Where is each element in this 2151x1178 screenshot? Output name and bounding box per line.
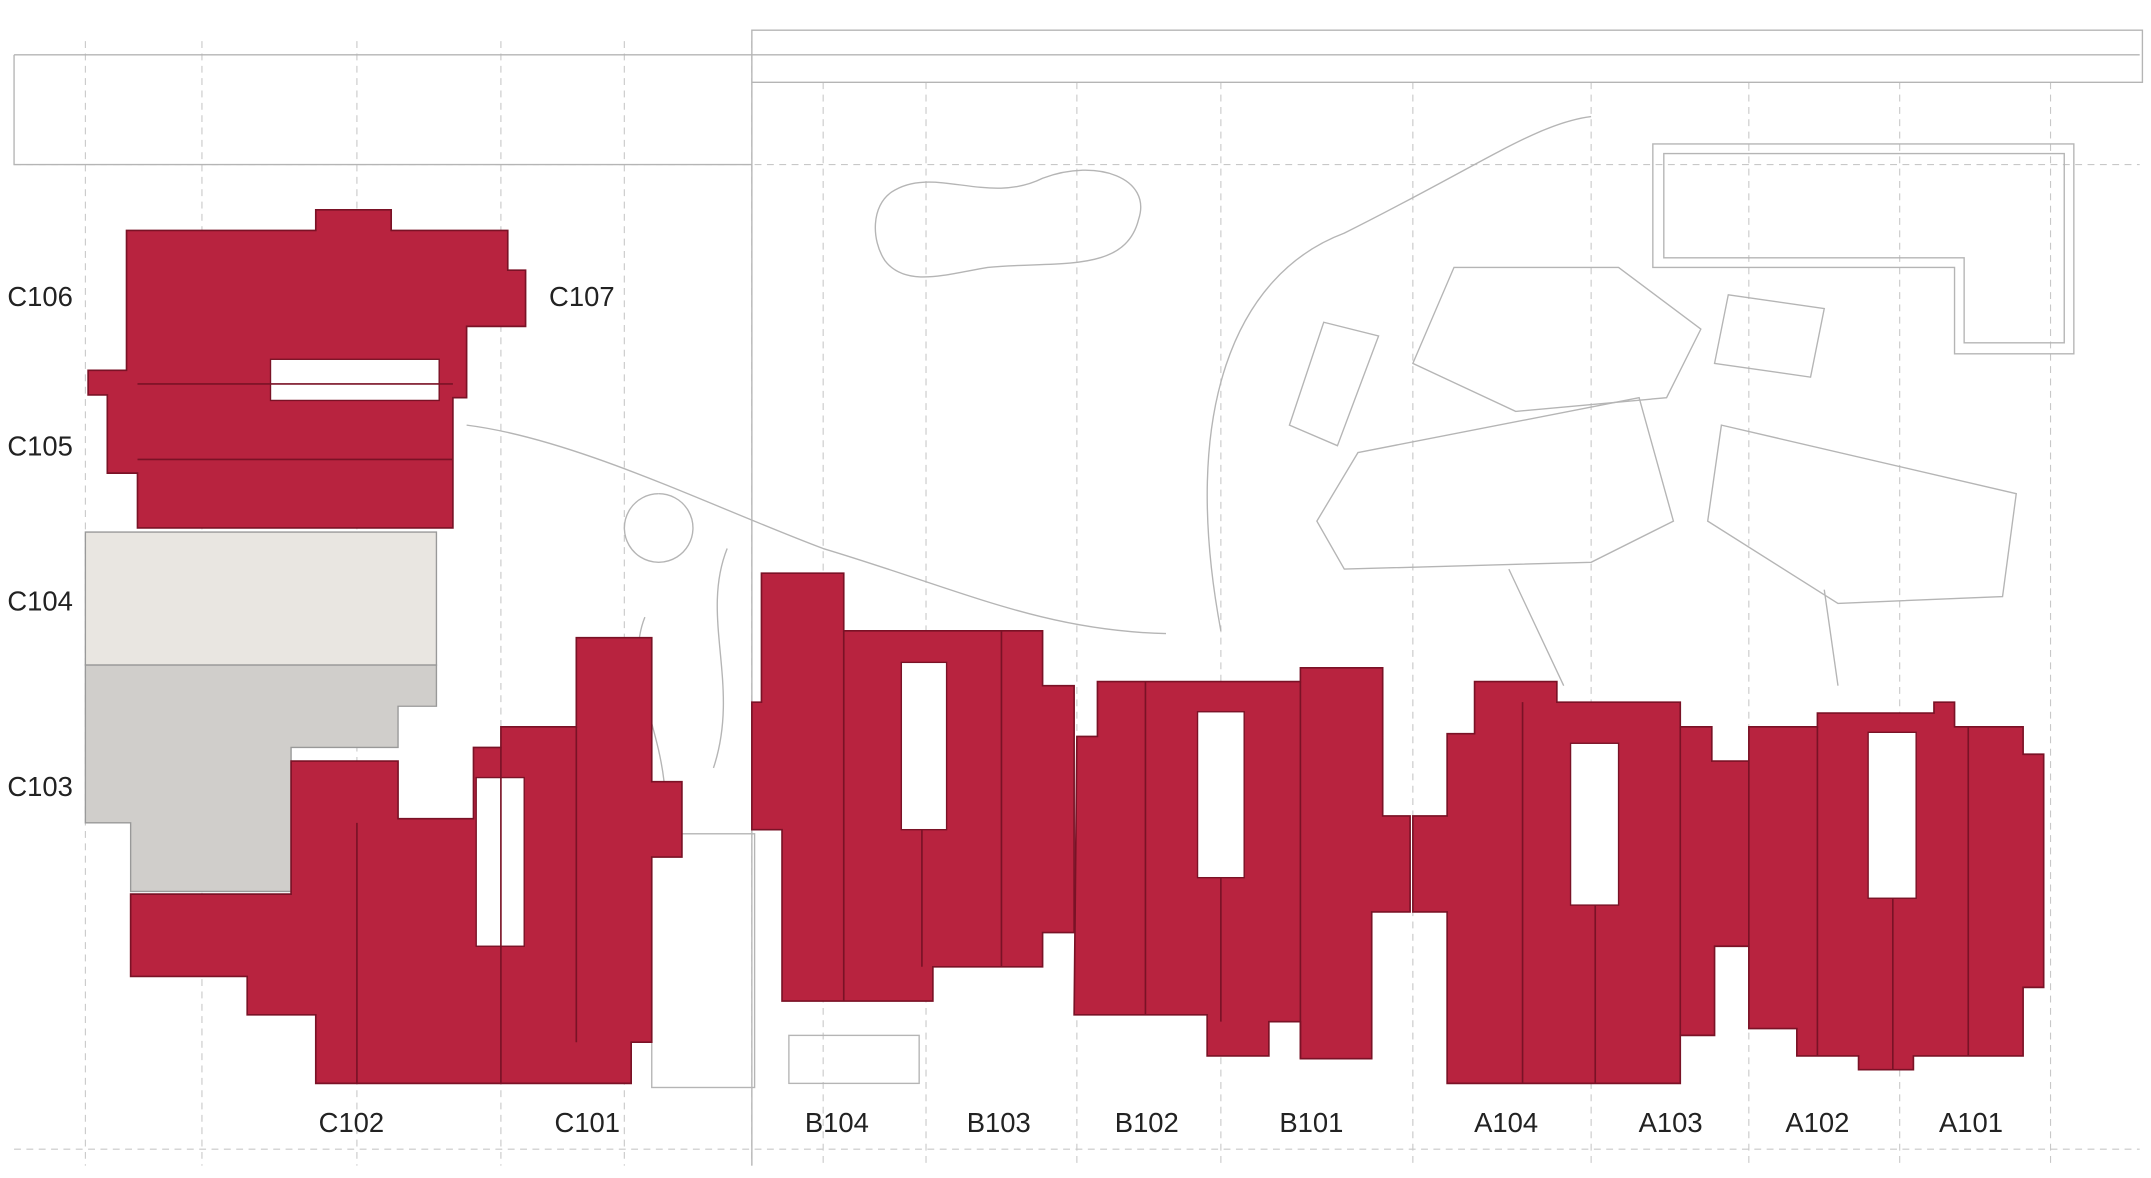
unit-label: A101	[1939, 1107, 2003, 1138]
unit-label: C101	[555, 1107, 621, 1138]
unit-label: C107	[549, 281, 615, 312]
unit-label: C106	[7, 281, 73, 312]
building-c	[84, 208, 683, 1085]
site-features	[13, 29, 2144, 1166]
unit-label: A103	[1639, 1107, 1703, 1138]
unit-label: C103	[7, 771, 73, 802]
unit-label: A102	[1785, 1107, 1849, 1138]
unit-label: C105	[7, 431, 73, 462]
building-b	[751, 572, 1411, 1060]
unit-label: B102	[1115, 1107, 1179, 1138]
unit-label: B101	[1279, 1107, 1343, 1138]
unit-label: A104	[1474, 1107, 1538, 1138]
building-a	[1412, 680, 2045, 1085]
unit-label: C104	[7, 586, 73, 617]
unit-label: C102	[319, 1107, 385, 1138]
unit-labels: C106 C107 C105 C104 C103 C102 C101 B104 B103 B102…	[7, 281, 2003, 1138]
unit-label: B104	[805, 1107, 869, 1138]
unit-label: B103	[967, 1107, 1031, 1138]
